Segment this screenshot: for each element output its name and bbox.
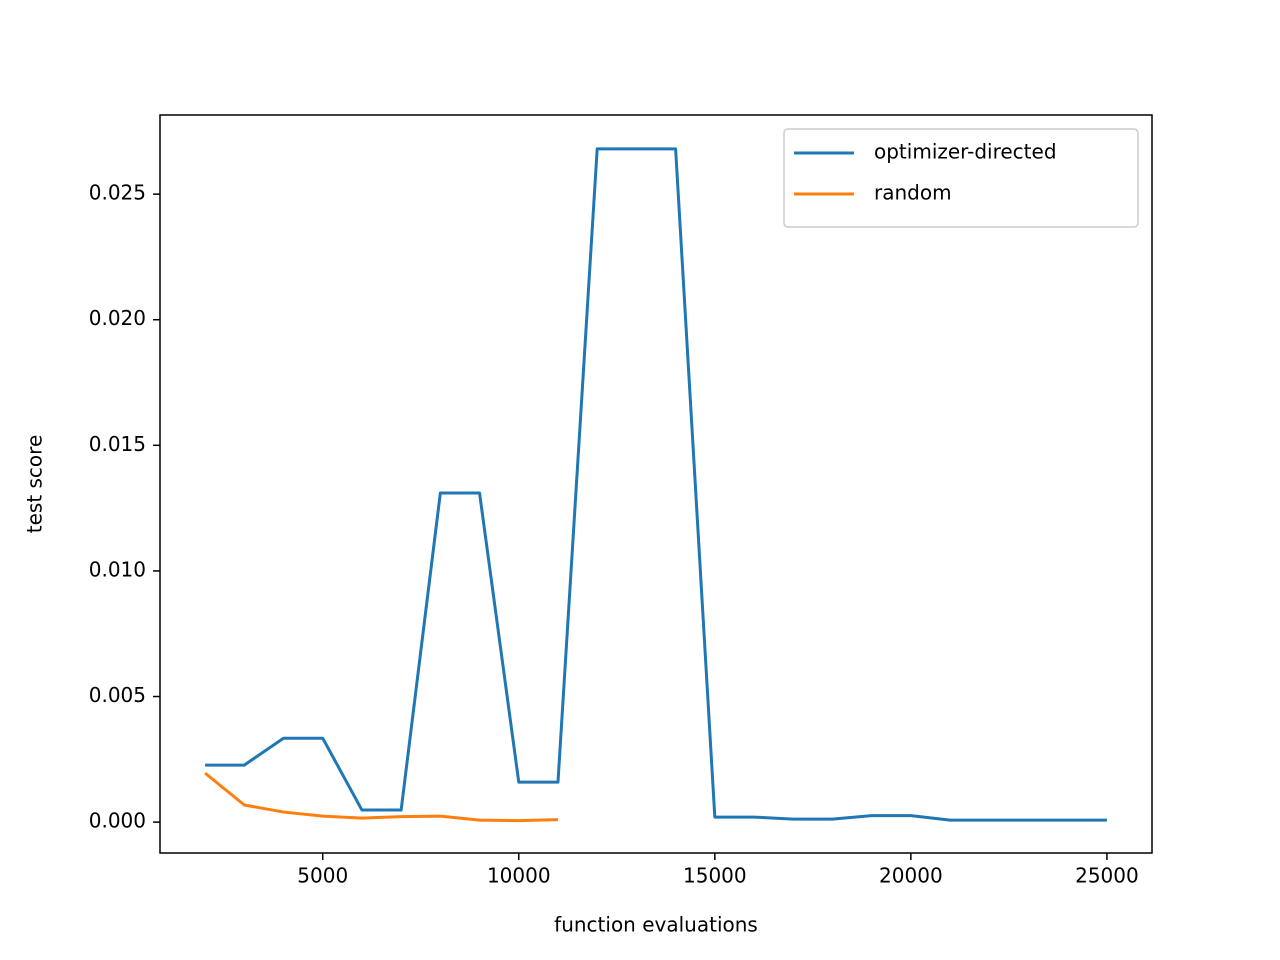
x-tick-label: 25000: [1075, 864, 1139, 888]
y-tick-label: 0.005: [89, 683, 146, 707]
plot-frame: [159, 114, 1153, 854]
legend-label: optimizer-directed: [874, 140, 1057, 164]
y-tick-label: 0.000: [89, 809, 146, 833]
legend-box: [783, 128, 1139, 228]
y-axis-label: test score: [23, 435, 47, 534]
y-tick-label: 0.025: [89, 181, 146, 205]
y-tick-label: 0.020: [89, 306, 146, 330]
legend-label: random: [874, 181, 952, 205]
x-tick-label: 10000: [487, 864, 551, 888]
x-tick-label: 15000: [683, 864, 747, 888]
y-tick-label: 0.010: [89, 557, 146, 581]
x-tick-label: 5000: [297, 864, 348, 888]
data-line: [204, 771, 559, 823]
y-tick-label: 0.015: [89, 432, 146, 456]
data-line: [205, 147, 1107, 822]
x-tick-label: 20000: [879, 864, 943, 888]
x-axis-label: function evaluations: [554, 913, 758, 937]
